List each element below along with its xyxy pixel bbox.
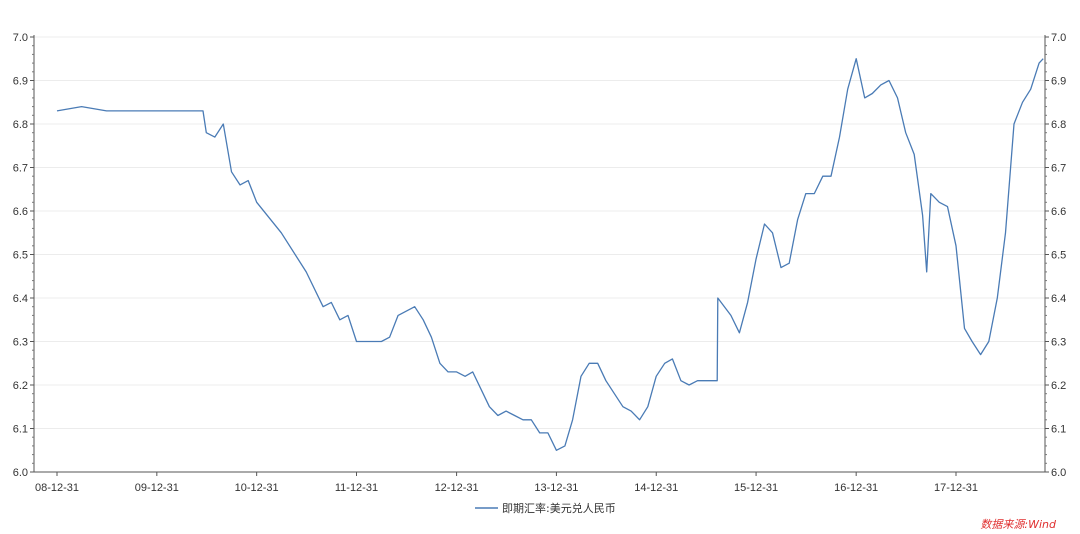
x-tick-label: 08-12-31 [35, 482, 79, 494]
y-tick-label: 7.0 [1051, 32, 1066, 44]
y-tick-label: 6.3 [1051, 337, 1066, 349]
y-tick-label: 6.1 [1051, 424, 1066, 436]
y-tick-label: 6.0 [13, 467, 28, 479]
legend: 即期汇率:美元兑人民币 [475, 501, 616, 515]
y-tick-label: 6.2 [13, 380, 28, 392]
x-tick-label: 16-12-31 [834, 482, 878, 494]
y-tick-label: 7.0 [13, 32, 28, 44]
y-ticks-right: 6.0 6.1 6.2 6.3 6.4 6.5 6.6 6.7 6.8 6.9 7.0 [1045, 32, 1066, 479]
series-lines [56, 58, 1044, 451]
y-tick-label: 6.4 [1051, 293, 1066, 305]
y-tick-label: 6.6 [1051, 206, 1066, 218]
x-tick-label: 10-12-31 [235, 482, 279, 494]
series-line [56, 58, 1044, 451]
grid-lines [34, 36, 1045, 473]
y-tick-label: 6.7 [1051, 163, 1066, 175]
y-tick-label: 6.2 [1051, 380, 1066, 392]
y-tick-label: 6.8 [1051, 119, 1066, 131]
y-tick-label: 6.5 [1051, 250, 1066, 262]
x-tick-label: 17-12-31 [934, 482, 978, 494]
y-tick-label: 6.7 [13, 163, 28, 175]
x-tick-label: 11-12-31 [335, 482, 378, 494]
x-tick-label: 13-12-31 [534, 482, 578, 494]
x-tick-label: 12-12-31 [435, 482, 479, 494]
x-ticks: 08-12-31 09-12-31 10-12-31 11-12-31 12-12-31… [35, 472, 978, 494]
y-tick-label: 6.8 [13, 119, 28, 131]
y-ticks-left: 6.0 6.1 6.2 6.3 6.4 6.5 6.6 6.7 6.8 6.9 7.0 [13, 32, 34, 479]
y-tick-label: 6.6 [13, 206, 28, 218]
y-tick-label: 6.9 [13, 76, 28, 88]
x-tick-label: 09-12-31 [135, 482, 179, 494]
y-tick-label: 6.5 [13, 250, 28, 262]
y-tick-label: 6.3 [13, 337, 28, 349]
y-tick-label: 6.9 [1051, 76, 1066, 88]
legend-label: 即期汇率:美元兑人民币 [502, 501, 616, 515]
x-tick-label: 15-12-31 [734, 482, 778, 494]
y-tick-label: 6.4 [13, 293, 28, 305]
source-note: 数据来源:Wind [980, 518, 1057, 531]
y-tick-label: 6.1 [13, 424, 28, 436]
y-tick-label: 6.0 [1051, 467, 1066, 479]
x-tick-label: 14-12-31 [634, 482, 678, 494]
